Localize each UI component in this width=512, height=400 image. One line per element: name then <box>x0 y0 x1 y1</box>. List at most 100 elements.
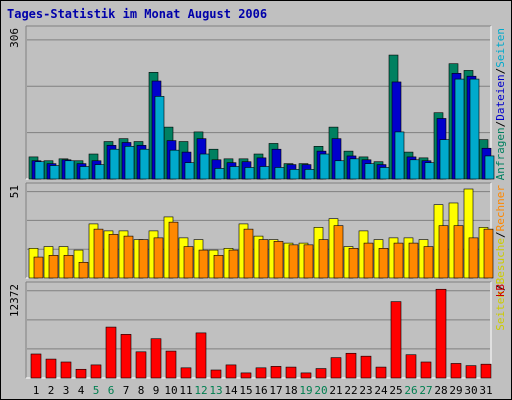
visits-bar-rechner-29 <box>453 225 464 279</box>
kb-bar-kb-26 <box>405 354 417 379</box>
kb-bar-kb-13 <box>210 369 222 379</box>
kb-bar-kb-20 <box>315 368 327 379</box>
kb-bar-kb-8 <box>135 351 147 379</box>
visits-bar-rechner-21 <box>333 225 344 279</box>
x-tick-label-29: 29 <box>449 384 462 397</box>
visits-bar-rechner-31 <box>483 228 494 279</box>
visits-bar-rechner-27 <box>423 246 434 279</box>
x-tick-label-5: 5 <box>93 384 100 397</box>
hits-bar-seiten-14 <box>229 166 240 180</box>
visits-bar-rechner-1 <box>33 256 44 279</box>
hits-bar-seiten-4 <box>79 166 90 180</box>
hits-bar-seiten-21 <box>334 160 345 180</box>
hits-bar-seiten-31 <box>484 155 495 180</box>
visits-bar-rechner-5 <box>93 228 104 279</box>
hits-bar-seiten-10 <box>169 149 180 180</box>
visits-bar-rechner-22 <box>348 248 359 279</box>
hits-bar-seiten-3 <box>64 160 75 180</box>
kb-bar-kb-11 <box>180 367 192 379</box>
kb-bar-kb-19 <box>300 372 312 379</box>
hits-bar-seiten-29 <box>454 78 465 180</box>
visits-bar-rechner-10 <box>168 221 179 279</box>
hits-bar-seiten-13 <box>214 168 225 180</box>
hits-legend-item: / <box>494 121 507 128</box>
x-tick-label-16: 16 <box>254 384 267 397</box>
hits-bar-seiten-9 <box>154 96 165 180</box>
chart-title: Tages-Statistik im Monat August 2006 <box>7 7 268 21</box>
hits-bar-seiten-27 <box>424 162 435 180</box>
hits-bar-seiten-25 <box>394 131 405 180</box>
hits-bar-seiten-1 <box>34 161 45 180</box>
visits-bar-rechner-4 <box>78 261 89 279</box>
kb-bar-kb-21 <box>330 357 342 379</box>
hits-legend-item: Dateien <box>494 74 507 120</box>
kb-bar-kb-23 <box>360 355 372 379</box>
hits-ymax-label: 306 <box>8 28 21 48</box>
hits-bar-seiten-8 <box>139 148 150 180</box>
hits-bar-seiten-26 <box>409 159 420 180</box>
kb-bar-kb-28 <box>435 288 447 379</box>
kb-bar-kb-12 <box>195 332 207 379</box>
visits-bar-rechner-25 <box>393 242 404 279</box>
hits-bar-seiten-2 <box>49 165 60 180</box>
visits-bar-rechner-3 <box>63 255 74 279</box>
kb-bar-kb-24 <box>375 366 387 379</box>
x-tick-label-23: 23 <box>359 384 372 397</box>
visits-bar-rechner-2 <box>48 255 59 279</box>
x-tick-label-26: 26 <box>404 384 417 397</box>
hits-bar-seiten-7 <box>124 146 135 180</box>
kb-bar-kb-6 <box>105 326 117 379</box>
x-tick-label-24: 24 <box>374 384 388 397</box>
kb-legend: kB <box>494 284 507 298</box>
hits-legend: Anfragen/Dateien/Seiten <box>494 28 507 180</box>
visits-bar-rechner-30 <box>468 237 479 279</box>
kb-bar-kb-7 <box>120 334 132 379</box>
visits-bar-rechner-19 <box>303 244 314 279</box>
x-tick-label-6: 6 <box>108 384 115 397</box>
hits-bar-seiten-30 <box>469 78 480 180</box>
x-tick-label-27: 27 <box>419 384 432 397</box>
x-tick-label-9: 9 <box>153 384 160 397</box>
hits-bar-seiten-5 <box>94 164 105 180</box>
x-tick-label-30: 30 <box>464 384 477 397</box>
visits-legend: Seiten/Besuche/Rechner <box>494 185 507 331</box>
hits-bar-seiten-20 <box>319 153 330 180</box>
visits-bar-rechner-11 <box>183 246 194 279</box>
kb-bar-kb-16 <box>255 367 267 379</box>
x-tick-label-12: 12 <box>194 384 207 397</box>
kb-bar-kb-22 <box>345 352 357 379</box>
visits-bar-rechner-15 <box>243 228 254 279</box>
kb-bar-kb-1 <box>30 353 42 379</box>
kb-bar-kb-18 <box>285 366 297 379</box>
visits-bar-rechner-7 <box>123 235 134 279</box>
x-tick-label-8: 8 <box>138 384 145 397</box>
x-tick-label-3: 3 <box>63 384 70 397</box>
kb-bar-kb-5 <box>90 364 102 379</box>
x-tick-label-20: 20 <box>314 384 327 397</box>
visits-bar-rechner-18 <box>288 244 299 279</box>
visits-legend-item: Rechner <box>494 185 507 232</box>
visits-bar-rechner-16 <box>258 239 269 279</box>
kb-bar-kb-27 <box>420 361 432 379</box>
visits-bar-rechner-23 <box>363 242 374 279</box>
x-tick-label-1: 1 <box>33 384 40 397</box>
hits-bar-seiten-18 <box>289 169 300 180</box>
hits-legend-item: / <box>494 68 507 75</box>
kb-bar-kb-31 <box>480 363 492 379</box>
x-tick-label-15: 15 <box>239 384 252 397</box>
visits-bar-rechner-9 <box>153 237 164 279</box>
hits-bar-seiten-17 <box>274 167 285 180</box>
x-tick-label-2: 2 <box>48 384 55 397</box>
visits-bar-rechner-17 <box>273 241 284 279</box>
visits-legend-item: Besuche <box>494 238 507 284</box>
visits-bar-rechner-14 <box>228 249 239 279</box>
visits-bar-besuche-30 <box>463 188 474 279</box>
visits-bar-rechner-8 <box>138 239 149 279</box>
x-tick-label-31: 31 <box>479 384 492 397</box>
x-tick-label-19: 19 <box>299 384 312 397</box>
kb-bar-kb-25 <box>390 301 402 379</box>
x-tick-label-4: 4 <box>78 384 85 397</box>
kb-legend-item: kB <box>494 284 507 298</box>
kb-bar-kb-3 <box>60 361 72 379</box>
